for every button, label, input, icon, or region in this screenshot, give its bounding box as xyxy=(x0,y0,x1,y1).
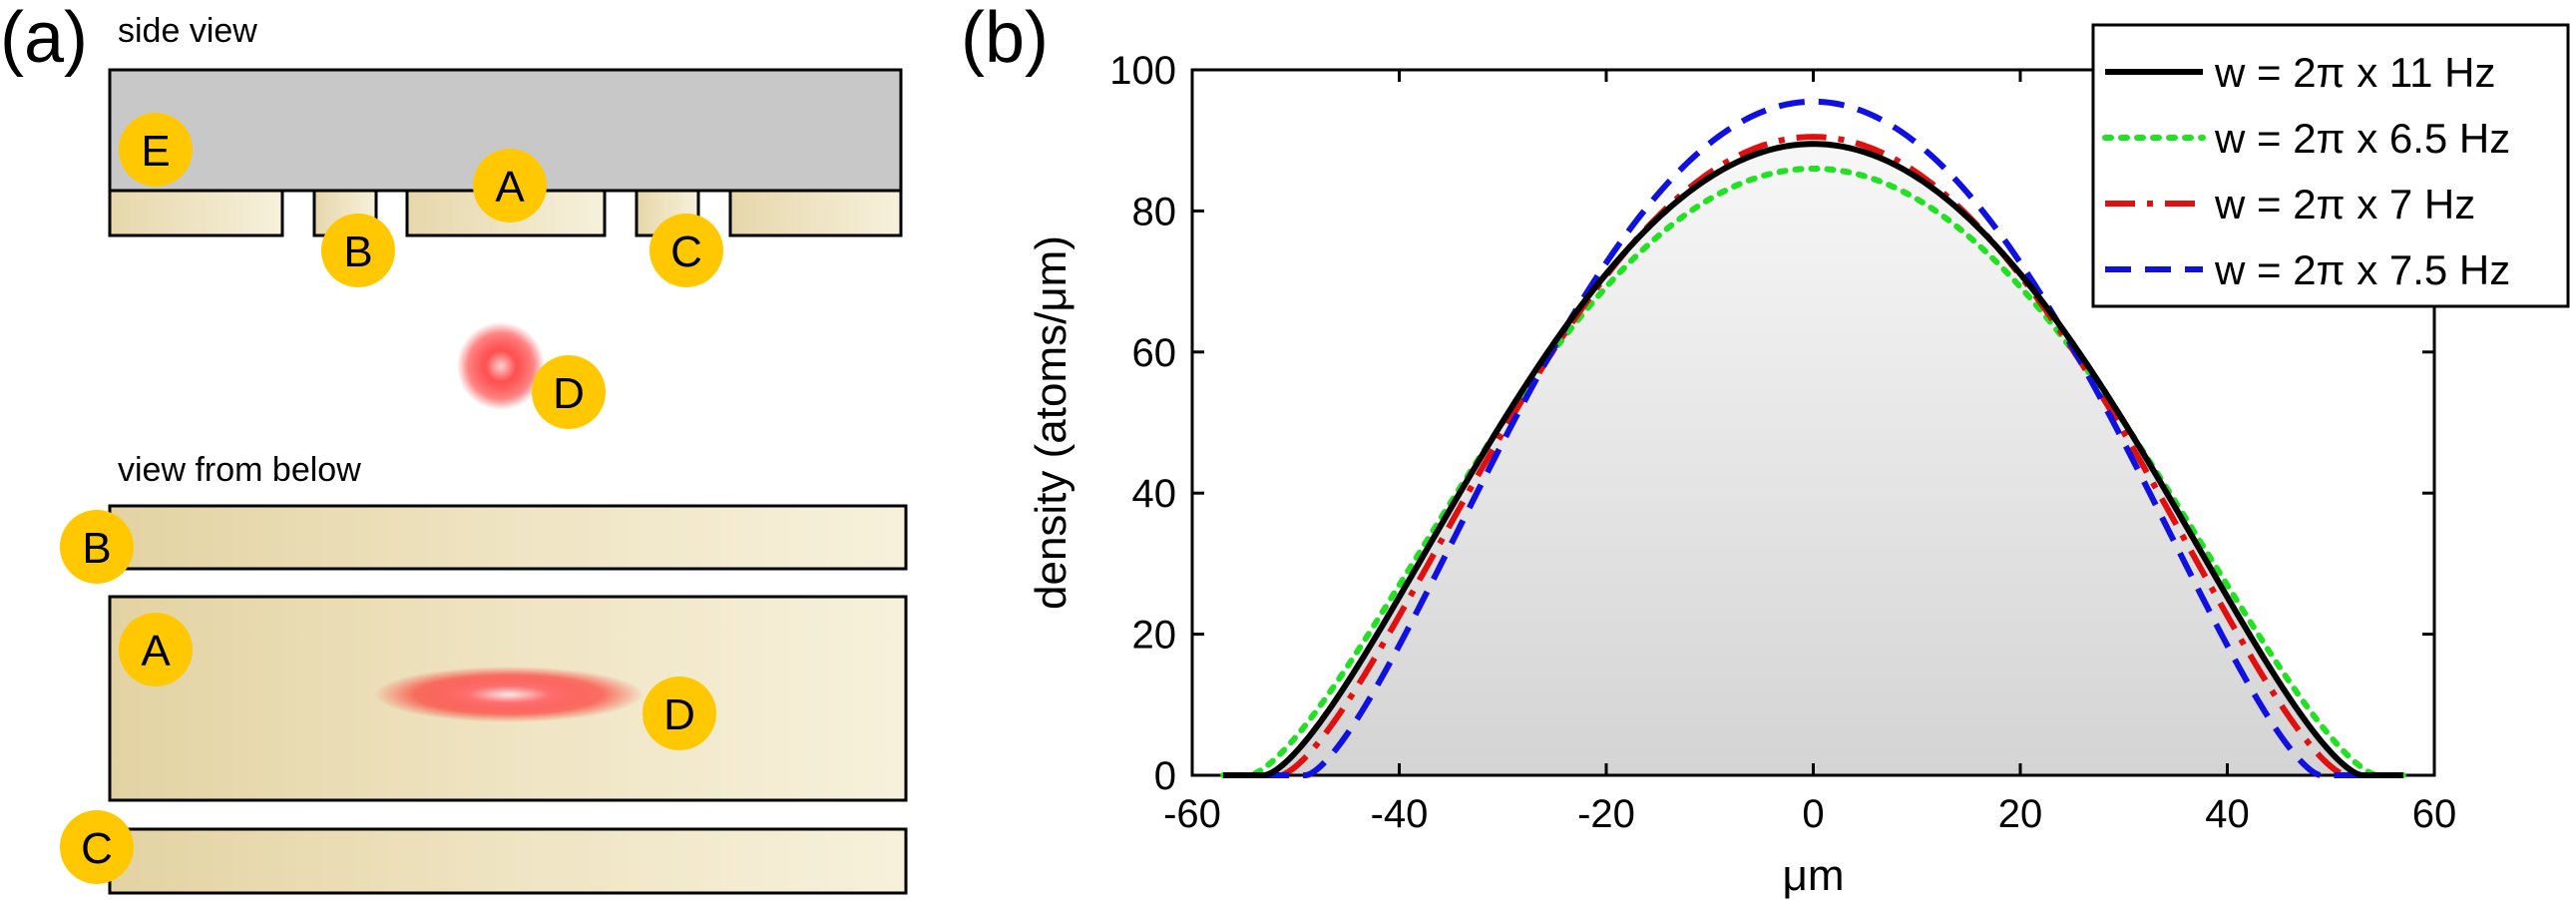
shaded-area xyxy=(1264,144,2362,776)
svg-text:E: E xyxy=(141,127,170,176)
badge-d-below: D xyxy=(643,676,716,750)
x-axis-label: μm xyxy=(1782,851,1844,900)
side-electrode-left xyxy=(108,189,284,237)
badge-b-below: B xyxy=(60,510,134,584)
svg-text:B: B xyxy=(82,524,111,573)
y-tick-label: 60 xyxy=(1132,331,1177,375)
badge-e: E xyxy=(119,113,193,187)
density-chart: -60 -40 -20 0 20 40 60 0 20 40 60 80 100 μm density (a… xyxy=(1027,23,2570,900)
panel-b: (b) -60 -40 -20 0 20 40 60 0 20 40 60 80 100 μm densit… xyxy=(961,0,2570,900)
below-view-label: view from below xyxy=(118,451,361,489)
y-axis-label: density (atoms/μm) xyxy=(1027,235,1075,610)
series-line-3 xyxy=(1223,98,2403,778)
svg-text:A: A xyxy=(495,163,525,212)
x-tick-label: -60 xyxy=(1163,792,1221,836)
y-tick-label: 100 xyxy=(1109,49,1176,93)
x-tick-label: -20 xyxy=(1577,792,1635,836)
svg-text:D: D xyxy=(663,690,695,739)
badge-c-below: C xyxy=(60,810,134,884)
series-line-1 xyxy=(1220,165,2406,778)
y-tick-label: 80 xyxy=(1132,190,1177,233)
badge-b-side: B xyxy=(321,214,395,287)
x-tick-label: 20 xyxy=(1998,792,2043,836)
svg-text:B: B xyxy=(343,227,372,276)
svg-text:C: C xyxy=(81,824,113,873)
x-tick-label: 40 xyxy=(2205,792,2250,836)
svg-text:C: C xyxy=(670,227,702,276)
badge-a-side: A xyxy=(473,149,547,223)
panel-a-label: (a) xyxy=(0,0,88,78)
badge-c-side: C xyxy=(649,214,723,287)
y-tick-label: 40 xyxy=(1132,472,1177,516)
side-view-label: side view xyxy=(118,12,257,50)
badge-a-below: A xyxy=(119,613,193,686)
legend-entry-0: w = 2π x 11 Hz xyxy=(2214,49,2495,96)
legend-entry-1: w = 2π x 6.5 Hz xyxy=(2214,115,2510,162)
panel-b-label: (b) xyxy=(961,0,1049,78)
atom-cloud-below xyxy=(374,667,644,722)
svg-text:D: D xyxy=(553,369,585,418)
y-tick-label: 0 xyxy=(1154,754,1176,798)
x-tick-label: -40 xyxy=(1371,792,1429,836)
bottom-electrode-b xyxy=(108,504,908,571)
bottom-electrode-c xyxy=(108,827,908,895)
panel-a: (a) side view E A B C D xyxy=(0,0,908,895)
legend-entry-3: w = 2π x 7.5 Hz xyxy=(2214,246,2510,293)
x-tick-label: 60 xyxy=(2412,792,2457,836)
atom-cloud-side xyxy=(457,322,545,410)
y-tick-label: 20 xyxy=(1132,614,1177,658)
side-electrode-right xyxy=(728,189,903,237)
series-line-2 xyxy=(1223,134,2403,778)
x-tick-label: 0 xyxy=(1802,792,1824,836)
badge-d-side: D xyxy=(532,355,606,429)
svg-text:A: A xyxy=(141,627,171,675)
series-line-0 xyxy=(1223,141,2403,778)
legend-entry-2: w = 2π x 7 Hz xyxy=(2214,181,2475,227)
